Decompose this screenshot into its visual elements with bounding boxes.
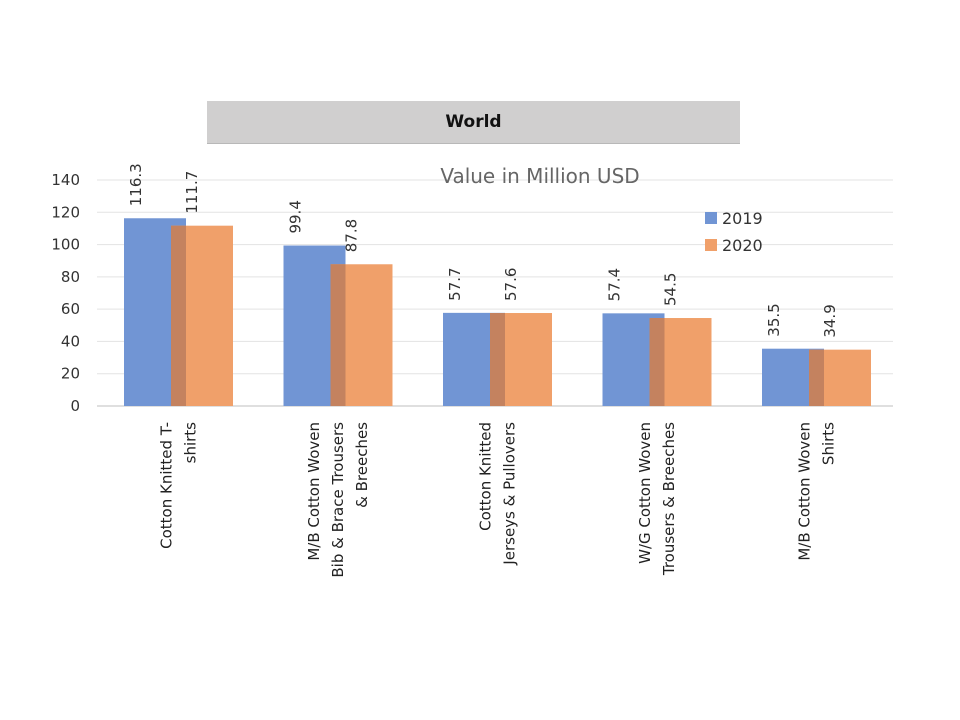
chart-subtitle: Value in Million USD [440, 164, 639, 188]
y-tick-label: 60 [61, 300, 80, 318]
category-label: M/B Cotton Woven Shirts [796, 422, 838, 561]
legend-label-2020: 2020 [722, 236, 763, 255]
data-labels: 116.3 111.7 99.4 87.8 57.7 57.6 57.4 54.5 35.5 34… [127, 163, 839, 337]
bar-overlap [490, 313, 505, 406]
legend: 2019 2020 [705, 209, 763, 255]
y-tick-label: 140 [51, 171, 80, 189]
data-label-2020: 87.8 [343, 219, 361, 252]
bar-overlap [649, 318, 665, 406]
data-label-2020: 54.5 [662, 273, 680, 306]
category-label: Cotton Knitted Jerseys & Pullovers [477, 422, 519, 566]
data-label-2019: 116.3 [127, 163, 145, 206]
y-tick-label: 120 [51, 203, 80, 221]
x-axis-categories: Cotton Knitted T-shirts M/B Cotton Woven B… [158, 422, 838, 578]
legend-swatch-2019 [705, 212, 717, 224]
data-label-2020: 57.6 [502, 268, 520, 301]
bar-overlap [330, 264, 346, 406]
bar-overlap [809, 349, 824, 406]
bar-overlap [171, 225, 186, 406]
y-tick-label: 40 [61, 332, 80, 350]
legend-swatch-2020 [705, 239, 717, 251]
data-label-2019: 35.5 [765, 303, 783, 336]
category-label: M/B Cotton Woven Bib & Brace Trousers & Br… [305, 422, 371, 578]
chart-title: World [445, 112, 502, 132]
chart-title-banner: World [207, 101, 740, 144]
data-label-2020: 34.9 [821, 304, 839, 337]
y-tick-label: 0 [70, 397, 80, 415]
data-label-2019: 57.4 [606, 268, 624, 301]
legend-label-2019: 2019 [722, 209, 763, 228]
y-tick-label: 20 [61, 365, 80, 383]
data-label-2020: 111.7 [183, 171, 201, 214]
data-label-2019: 99.4 [287, 200, 305, 233]
y-tick-label: 80 [61, 268, 80, 286]
y-tick-label: 100 [51, 236, 80, 254]
bars [124, 218, 871, 406]
data-label-2019: 57.7 [446, 267, 464, 300]
category-label: W/G Cotton Woven Trousers & Breeches [636, 422, 678, 576]
category-label: Cotton Knitted T-shirts [158, 422, 200, 549]
